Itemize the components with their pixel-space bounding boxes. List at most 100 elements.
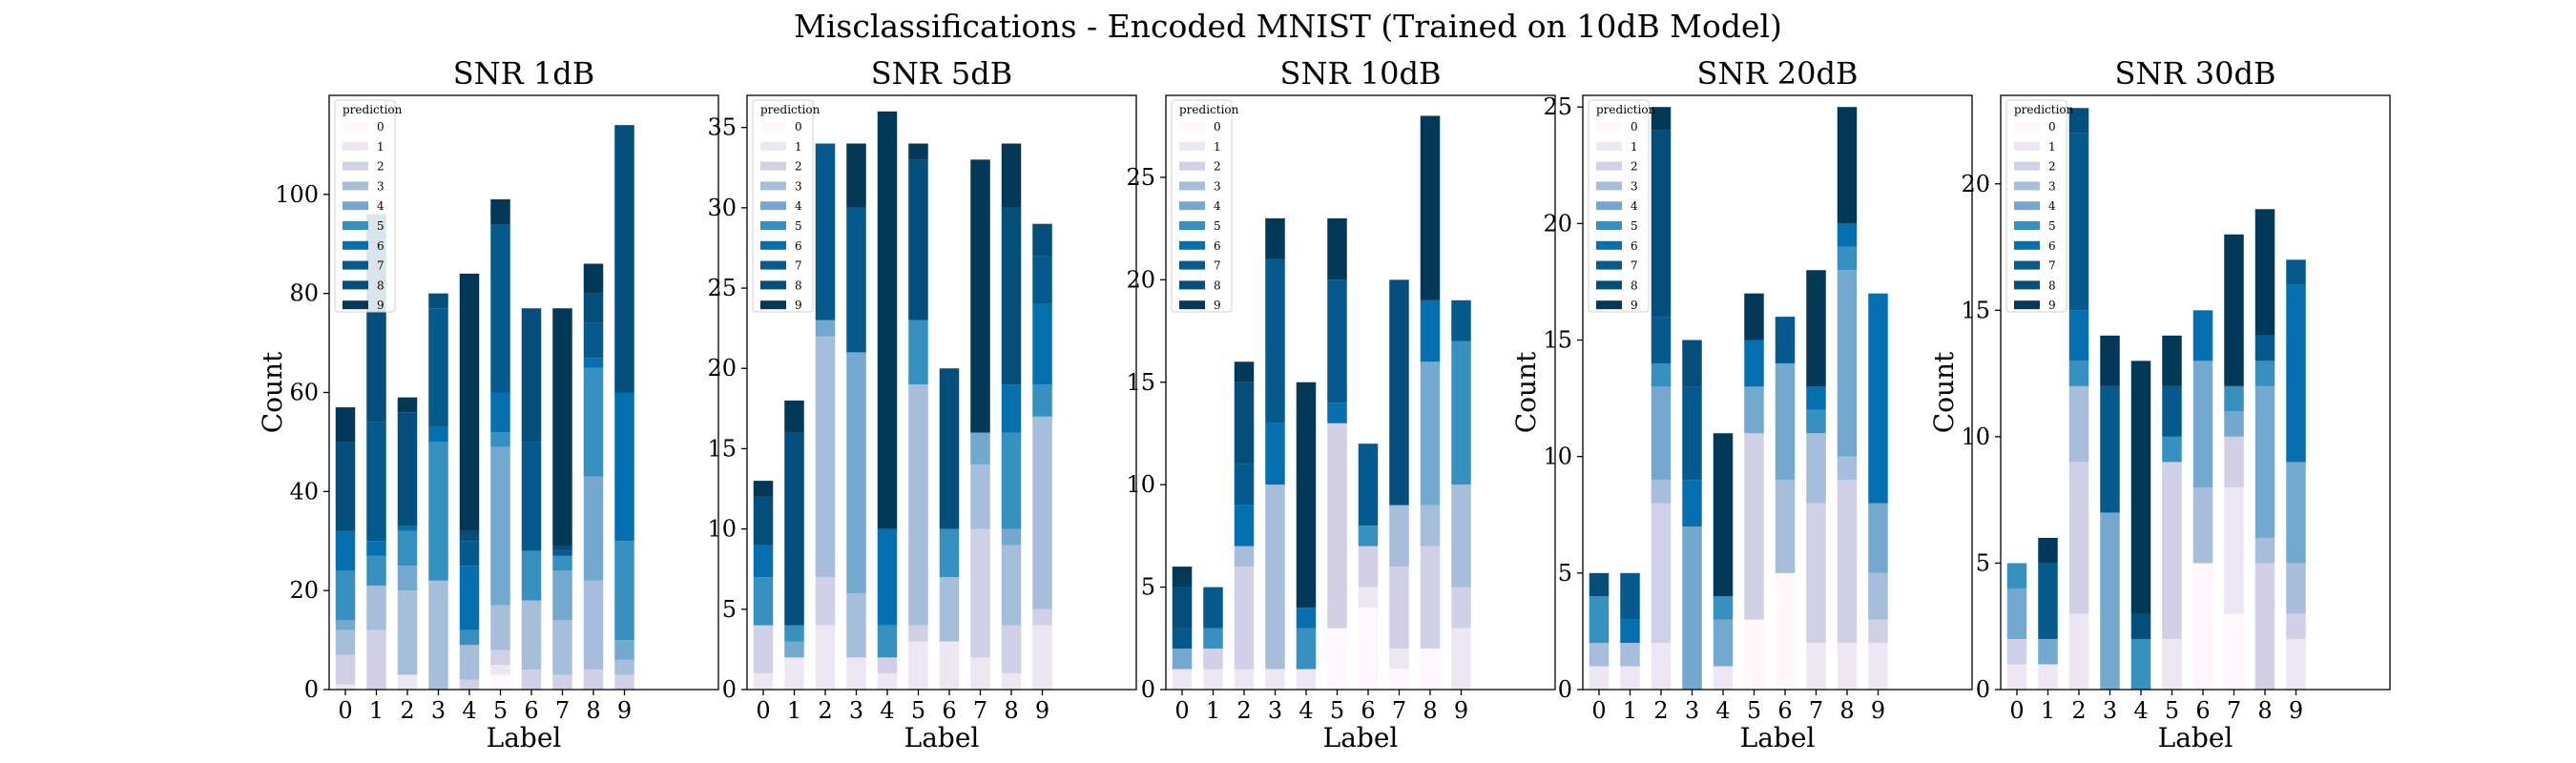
bar-segment-label-0-pred-8 (753, 496, 774, 546)
legend-title: prediction (760, 103, 821, 116)
legend-label-4: 4 (377, 199, 384, 213)
bar-segment-label-5-pred-0 (490, 674, 510, 690)
bar-segment-label-9-pred-5 (1032, 384, 1052, 417)
subplot-title: SNR 10dB (1280, 55, 1442, 92)
bar-segment-label-9-pred-2 (614, 674, 634, 690)
bar-segment-label-2-pred-1 (1651, 643, 1672, 690)
legend-swatch-9 (1179, 300, 1205, 310)
x-tick-label: 0 (1174, 697, 1189, 724)
bar-segment-label-6-pred-0 (1358, 608, 1379, 690)
bar-segment-label-4-pred-6 (459, 566, 480, 630)
legend-label-2: 2 (377, 160, 384, 174)
bar-segment-label-8-pred-4 (583, 476, 604, 581)
bar-segment-label-3-pred-8 (1682, 340, 1702, 387)
bar-segment-label-7-pred-1 (970, 657, 990, 690)
bar-segment-label-6-pred-3 (1775, 480, 1796, 573)
bar-segment-label-6-pred-3 (521, 600, 542, 670)
legend-swatch-5 (1179, 221, 1205, 230)
y-tick-label: 10 (1126, 471, 1155, 498)
bar-segment-label-3-pred-1 (846, 657, 866, 690)
legend-swatch-6 (760, 240, 786, 250)
bar-segment-label-1-pred-9 (784, 400, 804, 433)
bar-segment-label-7-pred-5 (1806, 409, 1826, 434)
bar-segment-label-7-pred-0 (2224, 613, 2244, 690)
subplot-title: SNR 20dB (1697, 55, 1859, 92)
y-tick-label: 25 (1543, 93, 1572, 120)
legend-label-8: 8 (1214, 278, 1221, 292)
bar-segment-label-1-pred-4 (784, 641, 804, 658)
bar-segment-label-0-pred-2 (335, 654, 356, 685)
x-tick-label: 3 (2103, 697, 2117, 724)
bar-segment-label-5-pred-8 (908, 159, 928, 320)
legend-swatch-4 (1596, 201, 1622, 211)
bar-segment-label-3-pred-7 (846, 207, 866, 353)
bar-segment-label-2-pred-3 (815, 336, 836, 578)
legend-label-5: 5 (2048, 219, 2056, 233)
bar-segment-label-8-pred-6 (1001, 384, 1022, 433)
x-tick-label: 6 (1777, 697, 1792, 724)
bar-segment-label-6-pred-1 (939, 641, 960, 690)
bar-segment-label-1-pred-2 (1203, 649, 1223, 670)
bar-segment-label-0-pred-1 (2006, 664, 2027, 690)
bar-segment-label-2-pred-3 (397, 590, 418, 675)
bar-segment-label-0-pred-8 (335, 442, 356, 531)
bar-segment-label-8-pred-6 (1420, 299, 1441, 362)
x-tick-label: 4 (1715, 697, 1730, 724)
bar-segment-label-8-pred-2 (1001, 625, 1022, 674)
x-tick-label: 4 (2133, 697, 2148, 724)
legend-swatch-9 (1596, 300, 1622, 310)
legend-swatch-9 (343, 300, 368, 310)
bar-segment-label-5-pred-6 (1327, 402, 1347, 423)
bar-segment-label-8-pred-4 (2254, 385, 2275, 538)
y-tick-label: 20 (289, 577, 319, 604)
bar-segment-label-8-pred-2 (2254, 563, 2275, 690)
legend-label-9: 9 (795, 299, 802, 312)
x-tick-label: 8 (586, 697, 600, 724)
x-tick-label: 5 (911, 697, 925, 724)
legend-swatch-0 (760, 122, 786, 131)
bar-segment-label-7-pred-2 (2224, 436, 2244, 487)
bar-segment-label-3-pred-9 (1265, 217, 1285, 259)
x-tick-label: 9 (1454, 697, 1468, 724)
bar-segment-label-8-pred-3 (1001, 545, 1022, 626)
bar-segment-label-2-pred-5 (2068, 361, 2089, 386)
legend-title: prediction (2014, 103, 2074, 116)
bar-segment-label-9-pred-6 (1868, 293, 1888, 504)
bar-segment-label-7-pred-0 (1389, 669, 1409, 690)
legend-label-6: 6 (1631, 239, 1638, 253)
bar-segment-label-4-pred-2 (459, 679, 480, 690)
bar-segment-label-8-pred-1 (1837, 643, 1858, 690)
bar-segment-label-1-pred-1 (784, 657, 804, 690)
y-tick-label: 20 (1126, 266, 1155, 293)
bar-segment-label-4-pred-5 (877, 625, 898, 658)
legend-label-3: 3 (1631, 179, 1638, 193)
bar-segment-label-5-pred-2 (2162, 462, 2182, 639)
y-tick-label: 5 (722, 596, 737, 623)
bar-segment-label-8-pred-4 (1420, 361, 1441, 505)
bar-segment-label-5-pred-4 (1744, 386, 1764, 434)
bar-segment-label-2-pred-5 (1651, 362, 1672, 387)
legend-label-8: 8 (377, 278, 384, 292)
legend-label-3: 3 (2048, 179, 2056, 193)
x-tick-label: 3 (1685, 697, 1699, 724)
figure-title: Misclassifications - Encoded MNIST (Trai… (794, 8, 1782, 45)
x-tick-label: 8 (1423, 697, 1437, 724)
legend-label-0: 0 (795, 120, 802, 134)
axes-frame (1582, 94, 1973, 691)
bar-segment-label-7-pred-3 (552, 620, 572, 675)
x-tick-label: 4 (462, 697, 476, 724)
legend-swatch-5 (2014, 221, 2040, 230)
y-tick-label: 0 (304, 676, 319, 703)
legend-swatch-3 (1596, 181, 1622, 191)
legend-swatch-4 (1179, 201, 1205, 211)
bar-segment-label-6-pred-5 (521, 550, 542, 601)
bar-segment-label-6-pred-4 (1775, 362, 1796, 481)
bar-segment-label-0-pred-8 (1172, 587, 1193, 629)
bar-segment-label-6-pred-0 (1775, 572, 1796, 690)
bar-segment-label-2-pred-3 (2068, 385, 2089, 463)
legend-swatch-8 (1596, 280, 1622, 290)
legend-swatch-1 (1596, 141, 1622, 151)
bar-segment-label-6-pred-3 (2192, 486, 2213, 564)
bar-segment-label-9-pred-7 (2286, 259, 2306, 285)
bar-segment-label-9-pred-3 (1451, 485, 1471, 588)
